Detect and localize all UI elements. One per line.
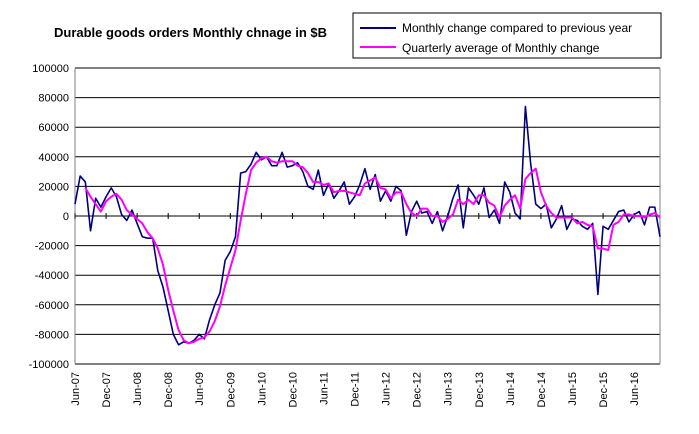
x-tick-label: Jun-14 <box>505 372 517 406</box>
y-tick-label: 60000 <box>38 122 69 134</box>
x-tick-label: Dec-08 <box>163 372 175 407</box>
y-tick-label: 20000 <box>38 181 69 193</box>
x-tick-label: Jun-12 <box>381 372 393 406</box>
y-tick-label: 80000 <box>38 93 69 105</box>
x-tick-label: Dec-14 <box>536 372 548 407</box>
series-line-quarterly <box>84 155 661 345</box>
legend-label-quarterly: Quarterly average of Monthly change <box>402 41 600 55</box>
y-tick-label: -40000 <box>35 270 69 282</box>
x-tick-label: Jun-10 <box>256 372 268 406</box>
y-tick-label: -100000 <box>29 359 69 371</box>
y-tick-label: 100000 <box>32 63 69 75</box>
x-tick-label: Dec-10 <box>287 372 299 407</box>
legend-label-monthly: Monthly change compared to previous year <box>402 21 632 35</box>
x-tick-label: Dec-07 <box>101 372 113 407</box>
legend-box <box>352 12 662 59</box>
x-tick-label: Jun-16 <box>629 372 641 406</box>
x-tick-label: Dec-15 <box>598 372 610 407</box>
x-tick-label: Jun-08 <box>132 372 144 406</box>
y-tick-label: 0 <box>63 211 69 223</box>
x-tick-label: Dec-09 <box>225 372 237 407</box>
x-tick-label: Dec-11 <box>350 372 362 407</box>
legend: Monthly change compared to previous year… <box>352 12 662 59</box>
series-line-monthly <box>74 105 661 346</box>
x-tick-label: Dec-12 <box>412 372 424 407</box>
x-tick-label: Jun-09 <box>194 372 206 406</box>
x-tick-label: Dec-13 <box>474 372 486 407</box>
axes: 100000 80000 60000 40000 20000 0 -20000 -40000 -… <box>29 63 661 407</box>
y-tick-label: -60000 <box>35 300 69 312</box>
x-tick-label: Jun-15 <box>567 372 579 406</box>
y-tick-label: -20000 <box>35 241 69 253</box>
y-tick-label: 40000 <box>38 152 69 164</box>
y-tick-label: -80000 <box>35 329 69 341</box>
x-tick-label: Jun-13 <box>443 372 455 406</box>
series-lines <box>74 105 661 346</box>
x-tick-label: Jun-11 <box>318 372 330 405</box>
x-tick-label: Jun-07 <box>70 372 82 406</box>
chart-title: Durable goods orders Monthly chnage in $… <box>54 25 327 40</box>
